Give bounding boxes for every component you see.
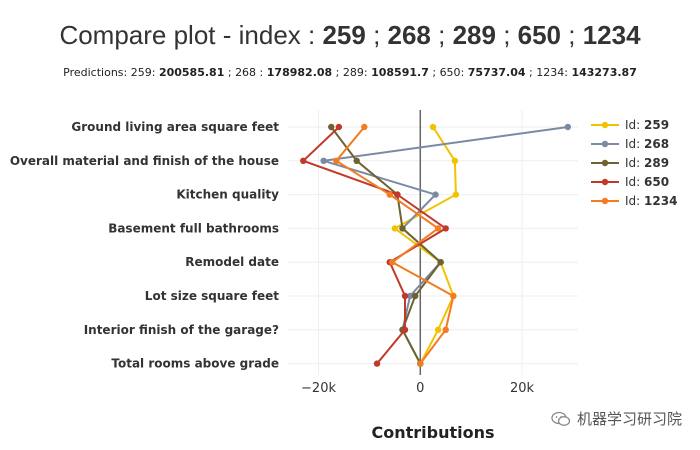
title-id-1234: 1234 — [582, 20, 641, 50]
legend-marker-650 — [601, 178, 609, 186]
data-point-289 — [411, 292, 419, 300]
data-point-268 — [564, 123, 572, 131]
data-point-650 — [401, 292, 409, 300]
pred-value: 143273.87 — [571, 66, 637, 79]
chart-title: Compare plot - index : 259 ; 268 ; 289 ;… — [0, 20, 700, 51]
x-tick-label: −20k — [301, 381, 336, 396]
series-line-650 — [301, 126, 448, 365]
title-id-268: 268 — [387, 20, 431, 50]
pred-id: 268 — [235, 66, 257, 79]
title-sep: ; — [561, 20, 583, 50]
y-tick-label: Overall material and finish of the house — [10, 154, 279, 168]
data-point-650 — [442, 225, 449, 232]
data-point-1234 — [333, 157, 340, 164]
y-tick-label: Lot size square feet — [145, 289, 279, 303]
series-line-289 — [330, 126, 442, 365]
data-point-268 — [406, 292, 414, 300]
pred-id: 650 — [439, 66, 461, 79]
data-point-289 — [437, 259, 444, 266]
title-sep: ; — [495, 20, 518, 50]
subtitle-prefix: Predictions: — [63, 66, 131, 79]
x-tick-label: 20k — [510, 381, 535, 396]
data-point-1234 — [386, 191, 393, 198]
legend-marker-259 — [601, 121, 609, 129]
data-point-650 — [401, 326, 409, 333]
data-point-289 — [399, 225, 406, 232]
data-point-268 — [320, 157, 327, 164]
y-tick-label: Basement full bathrooms — [108, 221, 279, 235]
data-point-1234 — [361, 123, 368, 131]
watermark: 机器学习研习院 — [551, 408, 682, 429]
title-id-289: 289 — [452, 20, 496, 50]
data-point-259 — [434, 326, 442, 333]
data-point-1234 — [450, 292, 457, 300]
data-point-650 — [300, 157, 307, 164]
data-point-289 — [328, 123, 335, 131]
wechat-icon — [551, 411, 571, 426]
legend-marker-268 — [601, 140, 609, 148]
pred-value: 75737.04 — [467, 66, 526, 79]
data-point-289 — [353, 157, 360, 164]
y-tick-label: Remodel date — [185, 255, 279, 269]
data-point-650 — [373, 360, 381, 367]
y-tick-label: Interior finish of the garage? — [84, 323, 279, 337]
pred-id: 1234 — [536, 66, 565, 79]
chart-subtitle: Predictions: 259: 200585.81 ; 268 : 1789… — [63, 66, 637, 79]
pred-value: 178982.08 — [266, 66, 333, 79]
data-point-1234 — [434, 225, 442, 232]
data-point-650 — [394, 191, 401, 198]
legend-label-259: Id: 259 — [625, 118, 669, 132]
data-point-259 — [451, 157, 459, 164]
legend-marker-289 — [601, 159, 609, 167]
legend-label-1234: Id: 1234 — [625, 194, 677, 208]
legend-label-268: Id: 268 — [625, 137, 669, 151]
data-point-1234 — [417, 360, 424, 367]
title-prefix: Compare plot - index : — [59, 20, 323, 50]
data-point-268 — [432, 191, 439, 198]
data-point-1234 — [389, 259, 396, 266]
pred-id: 259 — [130, 66, 152, 79]
y-tick-label: Ground living area square feet — [71, 120, 279, 134]
pred-value: 108591.7 — [371, 66, 429, 79]
legend-label-650: Id: 650 — [625, 175, 669, 189]
x-axis-title: Contributions — [371, 423, 494, 442]
data-point-650 — [335, 123, 343, 131]
title-id-259: 259 — [322, 20, 366, 50]
legend-label-289: Id: 289 — [625, 156, 669, 170]
x-tick-label: 0 — [416, 381, 424, 396]
y-tick-label: Total rooms above grade — [111, 357, 279, 371]
data-point-259 — [429, 123, 437, 131]
legend-marker-1234 — [601, 197, 609, 205]
data-point-259 — [452, 191, 460, 198]
title-sep: ; — [365, 20, 388, 50]
data-point-259 — [391, 225, 399, 232]
watermark-text: 机器学习研习院 — [576, 410, 682, 428]
data-point-1234 — [442, 326, 449, 333]
title-sep: ; — [430, 20, 453, 50]
series-line-1234 — [334, 126, 455, 365]
pred-id: 289 — [342, 66, 364, 79]
title-id-650: 650 — [517, 20, 562, 50]
y-tick-label: Kitchen quality — [176, 188, 279, 202]
pred-value: 200585.81 — [158, 66, 225, 79]
